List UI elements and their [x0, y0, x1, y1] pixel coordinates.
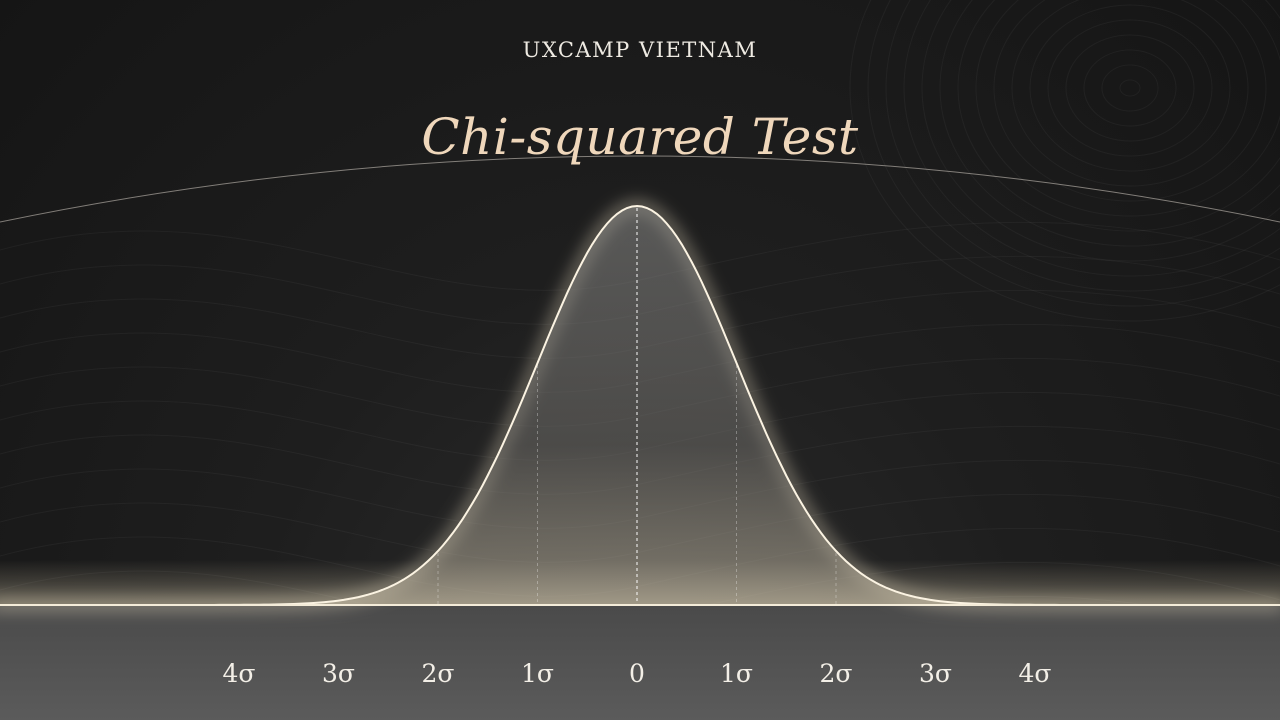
x-tick-label: 4σ — [1019, 659, 1052, 688]
x-tick-label: 2σ — [422, 659, 455, 688]
curve-area — [0, 206, 1280, 605]
horizon-arc — [0, 155, 1280, 223]
x-tick-label: 3σ — [322, 659, 355, 688]
x-tick-label: 1σ — [720, 659, 753, 688]
sigma-guides — [437, 208, 837, 605]
event-name: UXCAMP VIETNAM — [522, 38, 758, 62]
x-tick-label: 1σ — [521, 659, 554, 688]
x-tick-label: 2σ — [820, 659, 853, 688]
page-title: Chi-squared Test — [421, 108, 859, 166]
x-tick-label: 0 — [629, 659, 645, 688]
x-tick-label: 3σ — [919, 659, 952, 688]
x-tick-label: 4σ — [223, 659, 256, 688]
x-axis-tick-labels: 4σ 3σ 2σ 1σ 0 1σ 2σ 3σ 4σ — [223, 659, 1052, 688]
floor-band — [0, 606, 1280, 720]
